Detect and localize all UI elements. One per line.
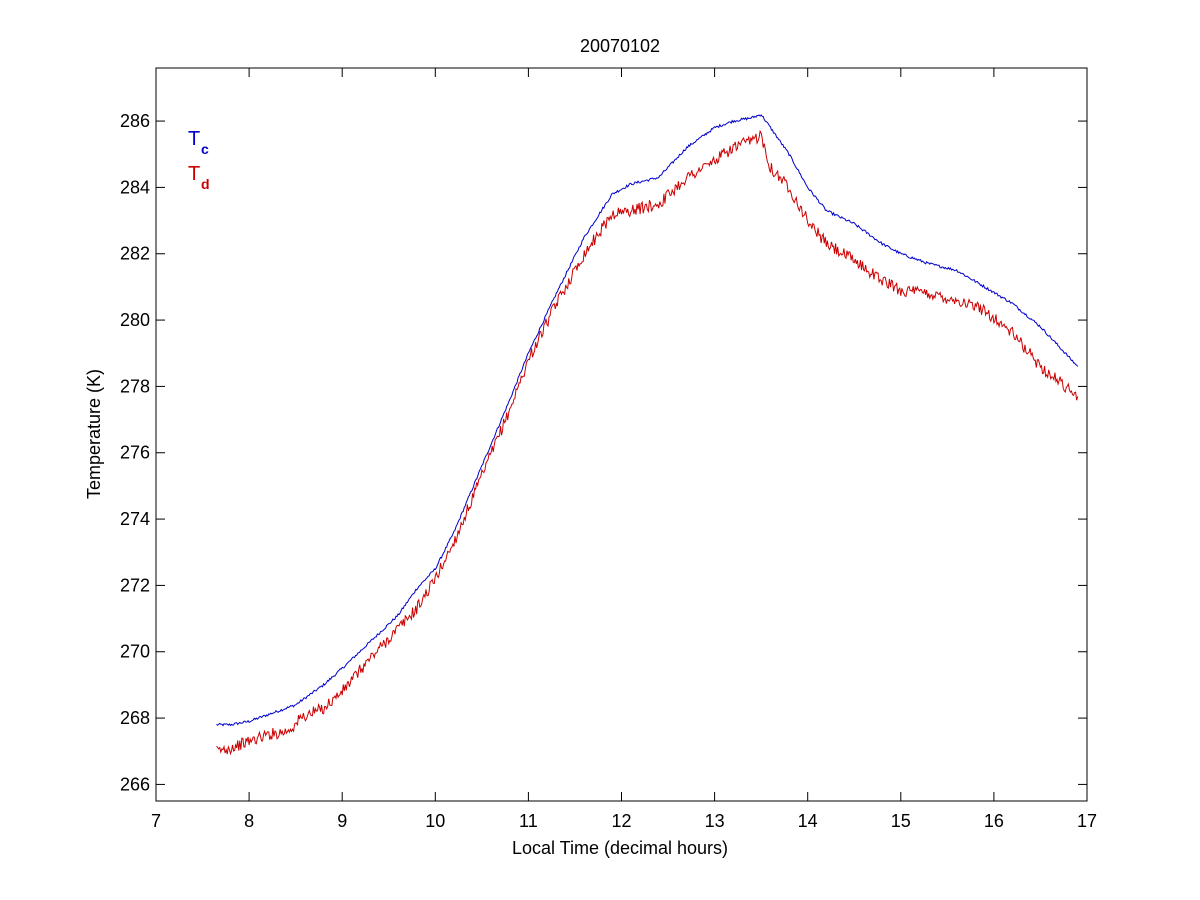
plot-area [155, 67, 1088, 802]
y-tick-label: 276 [120, 443, 150, 463]
x-tick-label: 13 [705, 811, 725, 831]
y-tick-label: 284 [120, 177, 150, 197]
x-tick-label: 16 [984, 811, 1004, 831]
y-tick-label: 268 [120, 708, 150, 728]
y-tick-label: 272 [120, 575, 150, 595]
y-axis: 266 268 270 272 274 276 278 280 282 284 286 [120, 111, 1087, 794]
series-line-Tc [216, 114, 1079, 727]
x-tick-label: 12 [611, 811, 631, 831]
legend-subscript-d: d [201, 176, 210, 192]
x-tick-label: 8 [244, 811, 254, 831]
series-layer [216, 114, 1079, 756]
legend-subscript-c: c [201, 141, 209, 157]
y-tick-label: 282 [120, 244, 150, 264]
x-tick-label: 9 [337, 811, 347, 831]
y-tick-label: 286 [120, 111, 150, 131]
y-tick-label: 278 [120, 376, 150, 396]
x-axis: 7 8 9 10 11 12 13 14 15 16 17 [151, 68, 1097, 831]
x-tick-label: 7 [151, 811, 161, 831]
y-tick-label: 274 [120, 509, 150, 529]
x-tick-label: 11 [519, 811, 538, 831]
x-tick-label: 15 [891, 811, 911, 831]
legend-label-Tc: T [188, 128, 200, 150]
y-tick-label: 280 [120, 310, 150, 330]
x-tick-label: 14 [798, 811, 818, 831]
chart-title: 20070102 [580, 36, 660, 56]
x-tick-label: 17 [1077, 811, 1097, 831]
x-axis-label: Local Time (decimal hours) [512, 838, 728, 858]
x-tick-label: 10 [425, 811, 445, 831]
legend-label-Td: T [188, 163, 200, 185]
y-tick-label: 266 [120, 774, 150, 794]
y-tick-label: 270 [120, 642, 150, 662]
y-axis-label: Temperature (K) [84, 369, 104, 499]
series-line-Td [216, 129, 1079, 756]
